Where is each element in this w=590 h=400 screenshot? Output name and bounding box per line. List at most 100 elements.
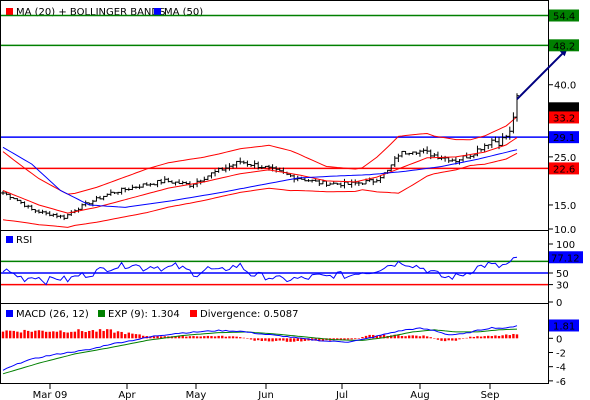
price-tag-0-label: 35.1 <box>553 104 575 115</box>
ma50-line <box>2 146 518 208</box>
divergence-bar <box>98 329 102 339</box>
macd-tick-label-0: -6 <box>556 377 566 388</box>
legend-swatch-rsi <box>6 236 13 243</box>
macd-tag <box>549 319 579 332</box>
divergence-bar <box>181 335 184 339</box>
legend-swatch-exp <box>98 310 105 317</box>
divergence-bar <box>264 338 267 341</box>
divergence-bar <box>336 338 339 340</box>
divergence-bar <box>235 336 238 339</box>
x-label-5: Aug <box>410 390 430 400</box>
x-label-4: Jul <box>335 390 348 400</box>
divergence-bar <box>267 338 271 342</box>
divergence-bar <box>350 338 353 340</box>
legend-divergence: Divergence: 0.5087 <box>200 309 299 320</box>
divergence-bar <box>152 336 156 339</box>
divergence-bar <box>77 329 80 339</box>
divergence-bar <box>1 331 5 339</box>
divergence-bar <box>361 337 364 339</box>
divergence-bar <box>109 329 113 339</box>
rsi-title: RSI <box>16 235 32 246</box>
level-tag-2-label: 29.1 <box>553 133 575 144</box>
divergence-bar <box>213 336 217 339</box>
divergence-bar <box>59 330 62 339</box>
divergence-bar <box>80 331 84 339</box>
price-tag-1 <box>549 111 579 124</box>
legend-macd: MACD (26, 12) <box>16 309 89 320</box>
divergence-bar <box>447 338 450 341</box>
rsi-tag-label: 77.12 <box>551 253 580 264</box>
divergence-bar <box>357 338 361 339</box>
macd-tag-label: 1.81 <box>553 321 575 332</box>
rsi-path <box>2 256 518 286</box>
divergence-bar <box>70 331 73 339</box>
divergence-bar <box>271 338 274 342</box>
bollinger-upper <box>2 116 518 195</box>
divergence-histogram <box>1 329 519 342</box>
divergence-bar <box>461 338 465 339</box>
divergence-bar <box>451 338 454 341</box>
divergence-bar <box>282 338 285 341</box>
divergence-bar <box>113 332 116 339</box>
divergence-bar <box>12 330 15 339</box>
divergence-bar <box>199 336 202 339</box>
divergence-bar <box>296 338 299 341</box>
divergence-bar <box>52 331 55 339</box>
divergence-bar <box>5 330 8 339</box>
divergence-bar <box>66 332 69 339</box>
divergence-bar <box>210 336 213 339</box>
divergence-bar <box>8 330 12 339</box>
divergence-bar <box>397 335 400 339</box>
divergence-bar <box>469 336 472 339</box>
divergence-bar <box>253 338 256 341</box>
level-tag-1-label: 48.2 <box>553 41 575 52</box>
divergence-bar <box>16 331 19 339</box>
divergence-bar <box>433 338 436 339</box>
level-tag-3 <box>549 162 579 175</box>
divergence-bar <box>159 336 163 339</box>
macd-panel: MACD (26, 12) EXP (9): 1.304 Divergence:… <box>0 303 579 388</box>
divergence-bar <box>515 334 519 339</box>
divergence-bar <box>375 335 379 339</box>
x-axis: Mar 09 Apr May Jun Jul Aug Sep <box>33 384 500 400</box>
moving-average-lines <box>2 137 518 214</box>
macd-tick-label-2: -2 <box>556 349 566 360</box>
divergence-bar <box>382 334 386 339</box>
divergence-bar <box>497 335 501 339</box>
divergence-bar <box>393 334 396 339</box>
price-tag-0 <box>549 102 579 115</box>
level-tag-0-label: 54.4 <box>553 12 575 23</box>
rsi-level-lines <box>1 260 548 286</box>
divergence-bar <box>185 336 188 339</box>
x-label-2: May <box>186 390 207 400</box>
divergence-bar <box>203 336 206 339</box>
rsi-tick-label-3: 100 <box>556 240 575 251</box>
divergence-bar <box>400 336 404 339</box>
divergence-bar <box>321 338 325 341</box>
divergence-bar <box>188 336 192 339</box>
divergence-bar <box>292 338 296 342</box>
x-label-1: Apr <box>118 390 136 400</box>
divergence-bar <box>310 338 314 341</box>
divergence-bar <box>19 332 23 339</box>
divergence-bar <box>127 332 131 339</box>
level-tag-1 <box>549 39 579 52</box>
price-tick-label-0: 10.0 <box>554 225 576 236</box>
divergence-bar <box>102 330 105 339</box>
divergence-bar <box>91 330 95 339</box>
divergence-bar <box>274 338 278 341</box>
macd-panel-frame <box>0 303 549 384</box>
divergence-bar <box>303 338 307 341</box>
divergence-bar <box>177 335 181 339</box>
divergence-bar <box>249 338 253 340</box>
x-label-3: Jun <box>257 390 274 400</box>
divergence-bar <box>37 330 41 339</box>
rsi-tick-label-0: 0 <box>556 298 562 309</box>
divergence-bar <box>407 335 411 339</box>
divergence-bar <box>195 336 199 339</box>
divergence-bar <box>372 334 375 339</box>
x-label-6: Sep <box>481 390 500 400</box>
divergence-bar <box>454 338 458 341</box>
divergence-bar <box>224 336 228 339</box>
divergence-bar <box>354 338 357 340</box>
